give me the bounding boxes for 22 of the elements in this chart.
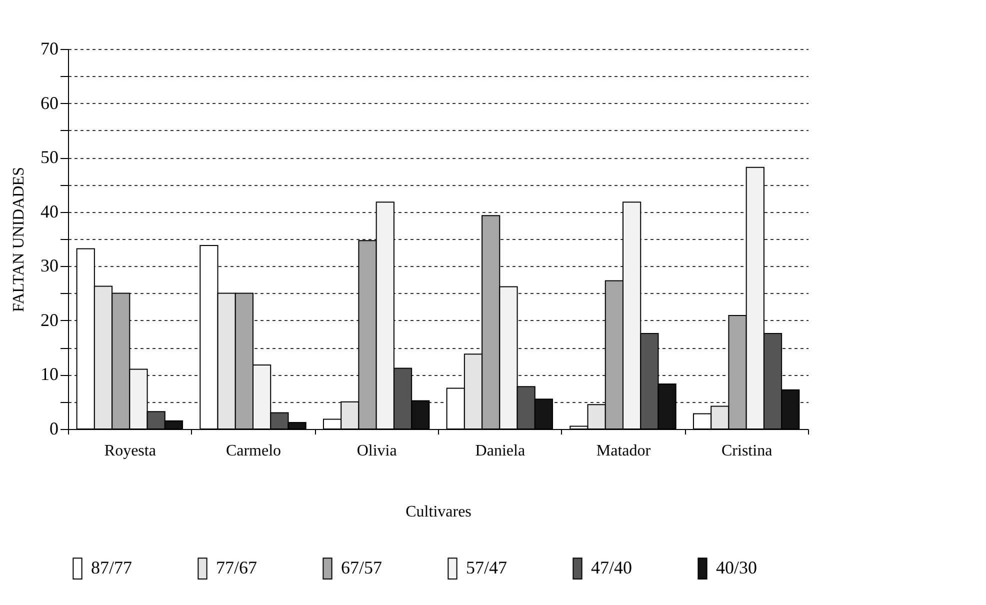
y-tick-label: 10 <box>40 364 58 384</box>
legend-label: 57/47 <box>466 558 508 578</box>
x-tick-label: Royesta <box>104 442 156 460</box>
x-tick-label: Carmelo <box>226 442 282 460</box>
legend-label: 40/30 <box>716 558 758 578</box>
y-tick-label: 0 <box>50 418 58 438</box>
legend-label: 67/57 <box>341 558 382 578</box>
y-tick-label: 40 <box>40 201 58 222</box>
y-axis-title: FALTAN UNIDADES <box>10 167 28 312</box>
legend-label: 47/40 <box>591 558 632 578</box>
y-tick-label: 70 <box>40 38 58 58</box>
x-tick-label: Matador <box>596 442 652 460</box>
x-tick-label: Daniela <box>475 442 526 460</box>
y-tick-label: 60 <box>40 92 58 113</box>
y-tick-label: 50 <box>40 147 58 168</box>
legend-label: 87/77 <box>91 558 132 578</box>
y-tick-label: 20 <box>40 310 58 330</box>
x-tick-label: Olivia <box>356 442 397 460</box>
x-axis-title: Cultivares <box>406 504 472 520</box>
legend-label: 77/67 <box>216 558 258 578</box>
y-tick-label: 30 <box>40 256 58 276</box>
x-tick-label: Cristina <box>721 442 772 460</box>
